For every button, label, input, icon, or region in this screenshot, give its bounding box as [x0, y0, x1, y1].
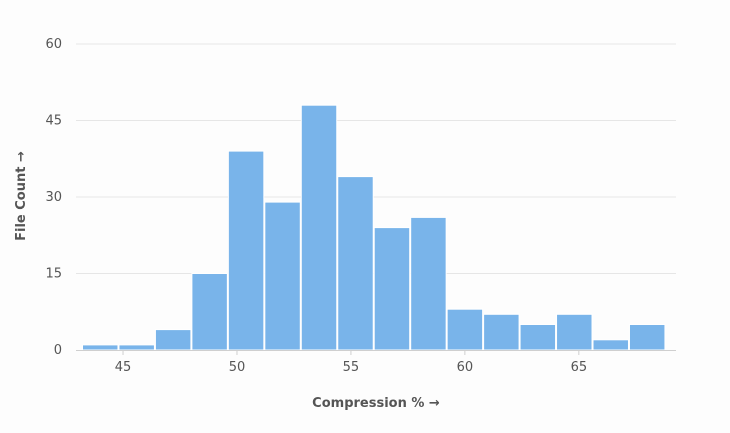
histogram-bar	[592, 339, 629, 351]
histogram-bar	[227, 150, 265, 351]
y-tick-labels: 0 15 30 45 60	[45, 37, 62, 358]
histogram-bar	[556, 313, 593, 351]
x-tick-label: 50	[229, 360, 246, 375]
x-tick-labels: 45 50 55 60 65	[115, 350, 587, 375]
histogram-bar	[264, 201, 301, 351]
histogram-bar	[300, 104, 338, 351]
x-tick-label: 65	[571, 360, 588, 375]
histogram-bar	[446, 308, 484, 351]
histogram-bar	[154, 329, 192, 351]
bars-layer	[82, 104, 666, 351]
y-tick-label: 15	[45, 267, 62, 282]
y-tick-label: 0	[54, 343, 62, 358]
x-tick-label: 55	[343, 360, 360, 375]
y-axis-title: File Count →	[14, 151, 29, 241]
histogram-bar	[628, 324, 666, 351]
histogram-bar	[337, 176, 374, 351]
histogram-bar	[82, 344, 119, 351]
histogram-bar	[373, 227, 411, 351]
x-tick-label: 45	[115, 360, 132, 375]
y-tick-label: 45	[45, 114, 62, 129]
histogram-bar	[483, 313, 520, 351]
histogram-bar	[519, 324, 557, 351]
y-tick-label: 30	[45, 190, 62, 205]
y-tick-label: 60	[45, 37, 62, 52]
x-axis-title: Compression % →	[312, 396, 440, 411]
histogram-bar	[410, 216, 447, 351]
x-tick-label: 60	[457, 360, 474, 375]
histogram-bar	[118, 344, 155, 351]
histogram-bar	[191, 273, 228, 351]
